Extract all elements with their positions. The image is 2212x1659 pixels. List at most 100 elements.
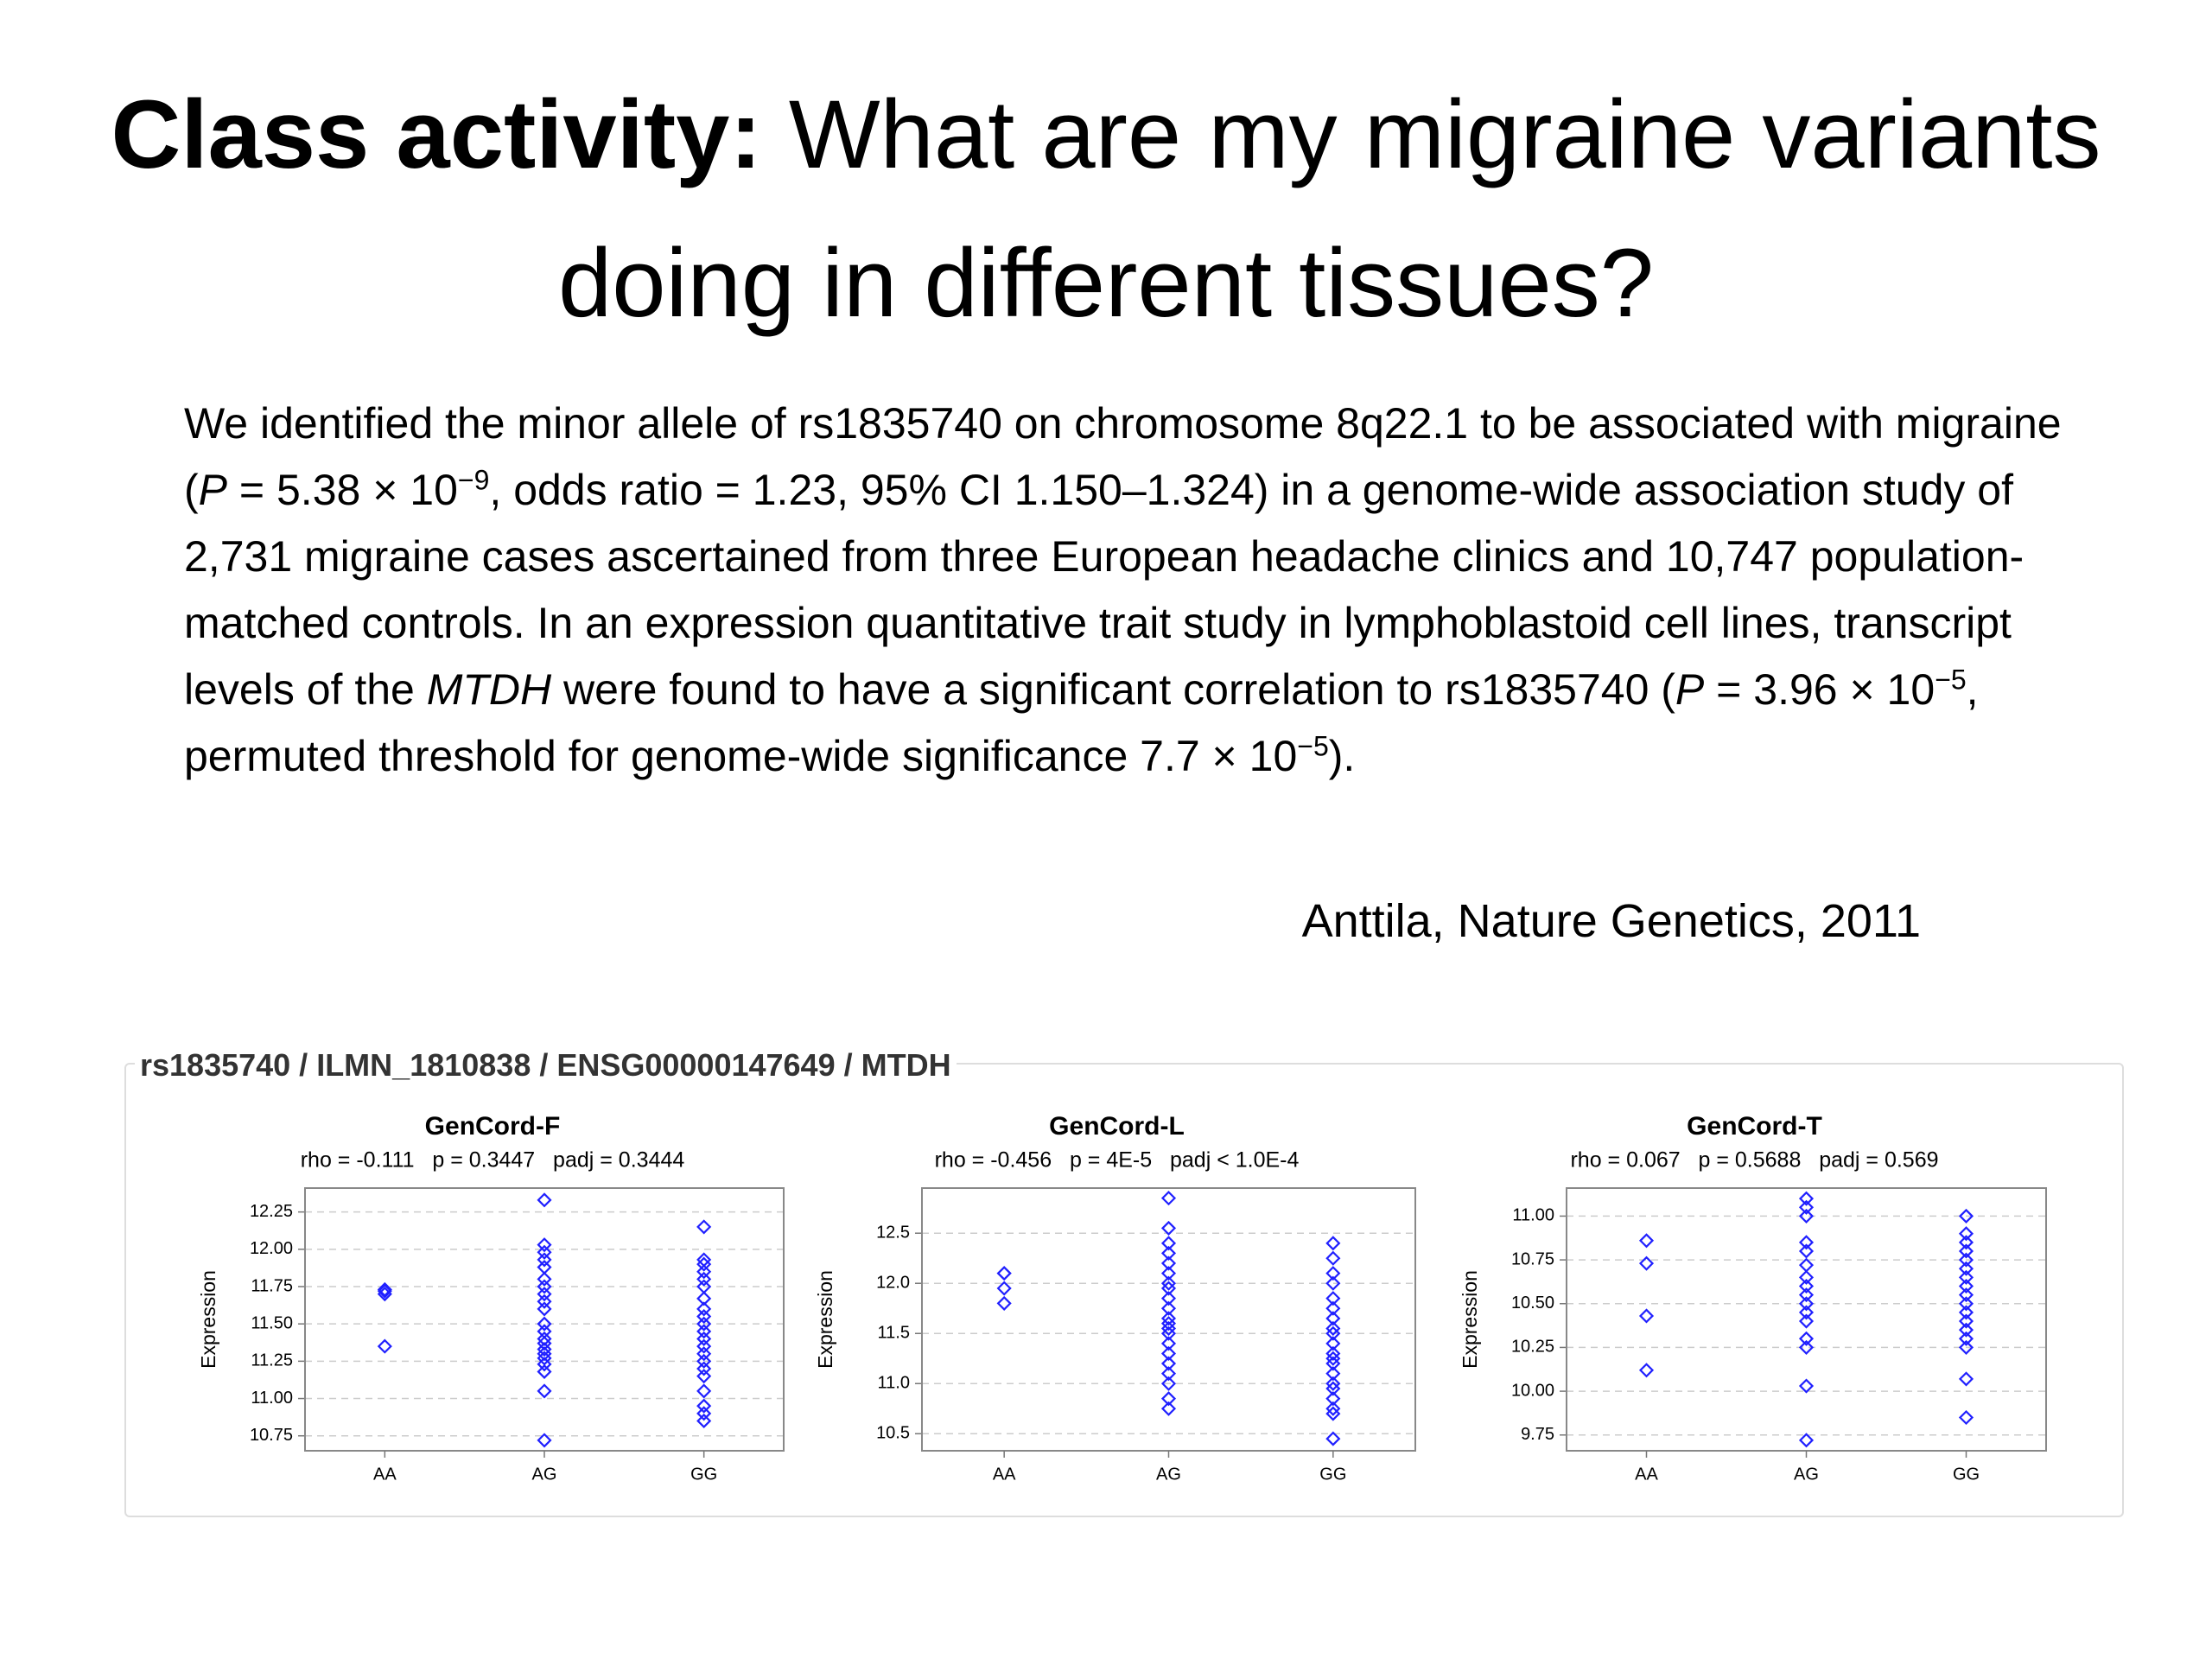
data-point <box>1798 1191 1815 1206</box>
data-point <box>1160 1255 1177 1271</box>
data-point <box>1958 1371 1974 1387</box>
x-tick-label: AA <box>993 1465 1016 1484</box>
title-run: Class activity: <box>111 80 762 188</box>
data-point <box>537 1287 552 1302</box>
data-point <box>1160 1311 1177 1326</box>
data-point <box>696 1264 712 1280</box>
data-point <box>1798 1305 1815 1320</box>
data-point <box>537 1383 552 1399</box>
title-run: What are my migraine variants doing in d… <box>557 80 2101 337</box>
data-point <box>1325 1345 1341 1362</box>
data-point <box>1325 1250 1341 1266</box>
data-point <box>1325 1275 1341 1291</box>
data-point <box>1958 1313 1974 1329</box>
data-point <box>696 1219 712 1235</box>
data-point <box>1798 1313 1815 1329</box>
body-run: , permuted threshold for genome-wide sig… <box>184 665 1979 780</box>
data-point <box>1325 1406 1341 1421</box>
y-tick-label: 10.75 <box>1511 1249 1554 1268</box>
y-tick-label: 11.0 <box>878 1374 910 1393</box>
data-point <box>1325 1401 1341 1416</box>
body-run: , odds ratio = 1.23, 95% CI 1.150–1.324)… <box>184 466 2024 714</box>
data-point <box>696 1324 712 1339</box>
data-point <box>537 1252 552 1268</box>
data-point <box>696 1252 712 1268</box>
data-point <box>696 1398 712 1414</box>
data-point <box>537 1301 552 1317</box>
slide-title: Class activity: What are my migraine var… <box>104 60 2108 358</box>
data-point <box>1160 1266 1177 1281</box>
body-run: = 5.38 × 10 <box>227 466 458 514</box>
y-tick-label: 10.75 <box>250 1426 293 1445</box>
data-point <box>1638 1308 1655 1324</box>
body-text: We identified the minor allele of rs1835… <box>184 391 2068 790</box>
data-point <box>1798 1269 1815 1285</box>
data-point <box>696 1291 712 1306</box>
body-run: −9 <box>457 464 490 496</box>
plot-frame <box>921 1187 1416 1452</box>
data-point <box>996 1266 1012 1281</box>
y-tick-label: 11.50 <box>251 1313 293 1332</box>
data-point <box>537 1279 552 1294</box>
data-point <box>1325 1351 1341 1366</box>
data-point <box>1160 1275 1177 1291</box>
data-point <box>1958 1339 1974 1355</box>
data-point <box>1160 1401 1177 1416</box>
chart-title: GenCord-L <box>1049 1112 1185 1141</box>
data-point <box>1638 1233 1655 1249</box>
data-point <box>1325 1300 1341 1316</box>
data-point <box>1958 1296 1974 1312</box>
data-point <box>537 1294 552 1309</box>
data-point <box>696 1338 712 1354</box>
body-run: −5 <box>1297 730 1329 762</box>
x-tick-label: AG <box>532 1465 557 1484</box>
data-point <box>1325 1356 1341 1371</box>
y-axis-label: Expression <box>814 1270 836 1369</box>
data-point <box>377 1287 392 1302</box>
data-point <box>1798 1243 1815 1259</box>
data-point <box>1160 1325 1177 1341</box>
data-point <box>1798 1208 1815 1224</box>
data-point <box>1160 1236 1177 1251</box>
x-tick-label: GG <box>690 1465 717 1484</box>
data-point <box>537 1237 552 1253</box>
data-point <box>1160 1320 1177 1336</box>
data-point <box>1160 1220 1177 1236</box>
body-run: MTDH <box>426 665 552 714</box>
data-point <box>696 1301 712 1317</box>
data-point <box>696 1353 712 1369</box>
data-point <box>1798 1339 1815 1355</box>
chart-subtitle: rho = 0.067 p = 0.5688 padj = 0.569 <box>1570 1148 1938 1173</box>
body-run: were found to have a significant correla… <box>551 665 1675 714</box>
data-point <box>696 1413 712 1429</box>
data-point <box>537 1433 552 1448</box>
figure-title: rs1835740 / ILMN_1810838 / ENSG000001476… <box>135 1047 957 1084</box>
citation: Anttila, Nature Genetics, 2011 <box>1301 895 1921 947</box>
y-axis-label: Expression <box>197 1270 219 1369</box>
x-tick-label: AG <box>1794 1465 1819 1484</box>
data-point <box>1798 1296 1815 1312</box>
data-point <box>1325 1376 1341 1391</box>
data-point <box>1958 1287 1974 1303</box>
data-point <box>537 1336 552 1351</box>
data-point <box>1160 1191 1177 1206</box>
data-point <box>1325 1236 1341 1251</box>
chart-subtitle: rho = -0.111 p = 0.3447 padj = 0.3444 <box>301 1148 685 1173</box>
body-run: ). <box>1328 732 1356 780</box>
data-point <box>1798 1287 1815 1303</box>
data-point <box>696 1316 712 1332</box>
data-point <box>696 1256 712 1272</box>
data-point <box>696 1308 712 1325</box>
body-run: P <box>198 466 228 514</box>
data-point <box>1798 1257 1815 1273</box>
body-run: = 3.96 × 10 <box>1704 665 1936 714</box>
x-tick-label: AA <box>373 1465 397 1484</box>
data-point <box>1798 1278 1815 1294</box>
data-point <box>1798 1331 1815 1346</box>
data-point <box>1798 1199 1815 1215</box>
data-point <box>537 1192 552 1208</box>
data-point <box>1958 1243 1974 1259</box>
data-point <box>1160 1356 1177 1371</box>
data-point <box>1798 1378 1815 1394</box>
